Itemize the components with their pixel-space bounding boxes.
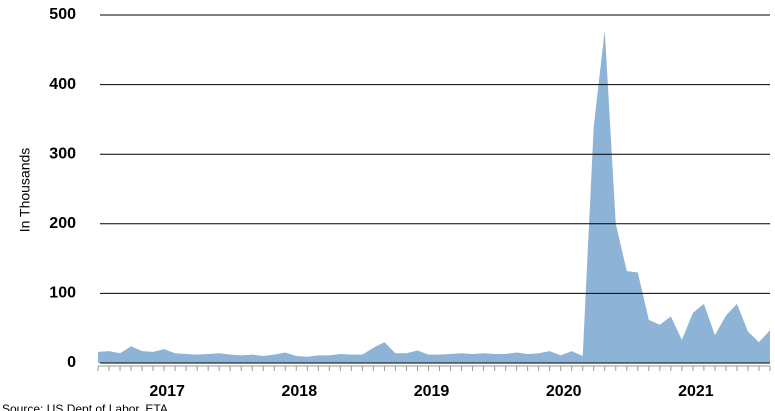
- y-tick-label: 300: [49, 145, 76, 162]
- x-tick-label: 2018: [282, 383, 318, 400]
- x-tick-label: 2017: [149, 383, 185, 400]
- y-tick-label: 100: [49, 285, 76, 302]
- y-axis-label: In Thousands: [17, 148, 33, 233]
- y-tick-label: 200: [49, 215, 76, 232]
- y-tick-label: 400: [49, 76, 76, 93]
- x-tick-label: 2021: [678, 383, 714, 400]
- y-tick-label: 0: [67, 354, 76, 371]
- area: [98, 30, 770, 363]
- source-note: Source: US Dept of Labor, ETA: [2, 402, 168, 411]
- y-tick-label: 500: [49, 6, 76, 23]
- x-tick-label: 2020: [546, 383, 582, 400]
- x-tick-label: 2019: [414, 383, 450, 400]
